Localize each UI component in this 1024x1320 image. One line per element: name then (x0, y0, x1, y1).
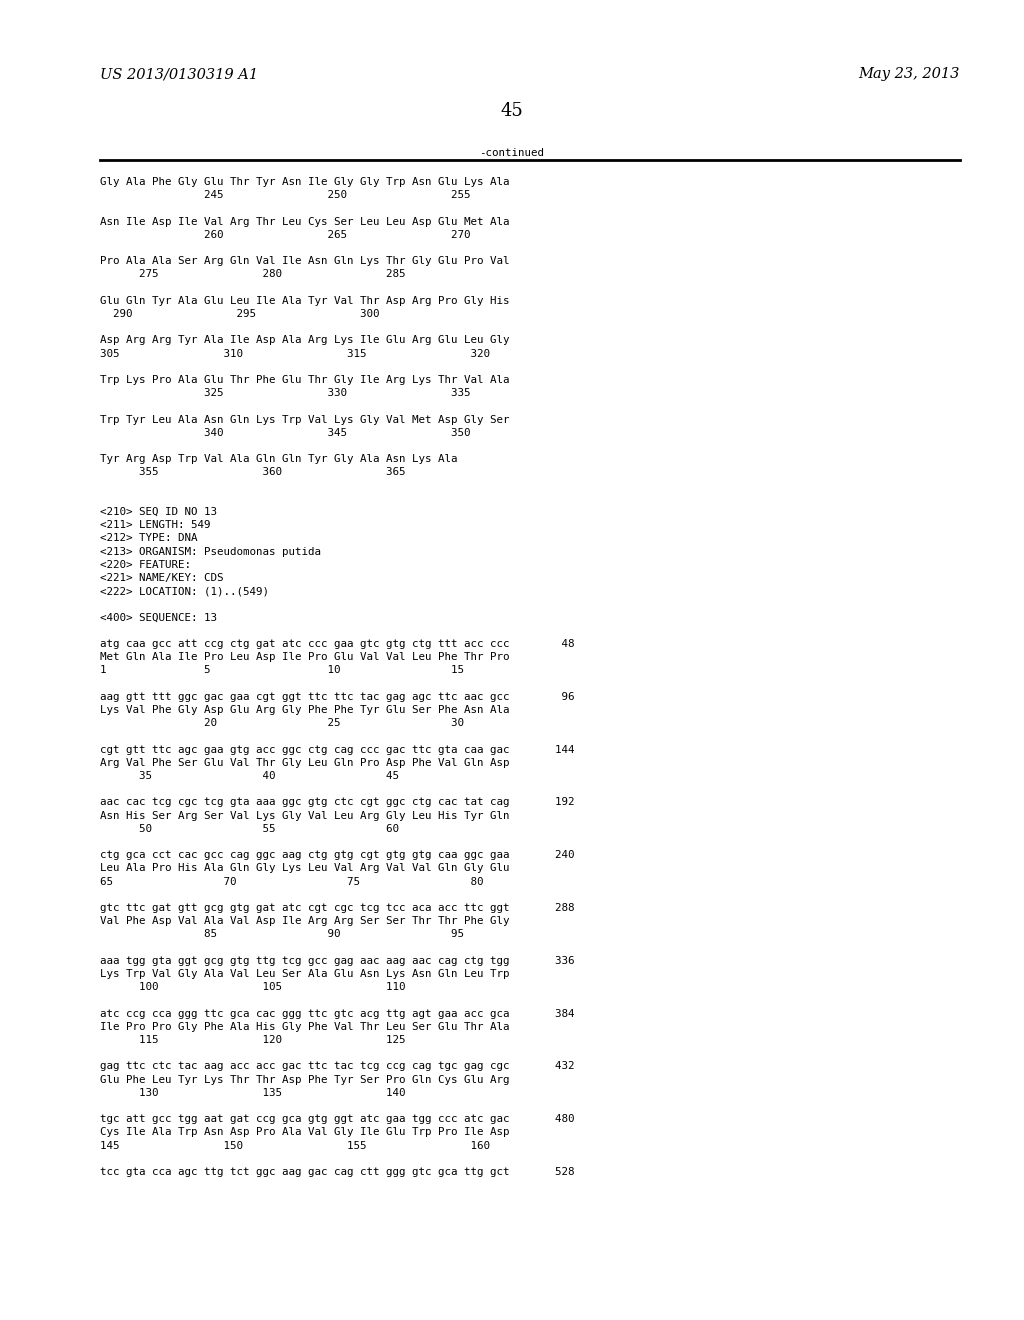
Text: US 2013/0130319 A1: US 2013/0130319 A1 (100, 67, 258, 81)
Text: aaa tgg gta ggt gcg gtg ttg tcg gcc gag aac aag aac cag ctg tgg       336: aaa tgg gta ggt gcg gtg ttg tcg gcc gag … (100, 956, 574, 966)
Text: aag gtt ttt ggc gac gaa cgt ggt ttc ttc tac gag agc ttc aac gcc        96: aag gtt ttt ggc gac gaa cgt ggt ttc ttc … (100, 692, 574, 702)
Text: Glu Gln Tyr Ala Glu Leu Ile Ala Tyr Val Thr Asp Arg Pro Gly His: Glu Gln Tyr Ala Glu Leu Ile Ala Tyr Val … (100, 296, 510, 306)
Text: <213> ORGANISM: Pseudomonas putida: <213> ORGANISM: Pseudomonas putida (100, 546, 321, 557)
Text: 45: 45 (501, 102, 523, 120)
Text: Gly Ala Phe Gly Glu Thr Tyr Asn Ile Gly Gly Trp Asn Glu Lys Ala: Gly Ala Phe Gly Glu Thr Tyr Asn Ile Gly … (100, 177, 510, 187)
Text: May 23, 2013: May 23, 2013 (859, 67, 961, 81)
Text: 325                330                335: 325 330 335 (100, 388, 470, 399)
Text: 35                 40                 45: 35 40 45 (100, 771, 399, 781)
Text: Asp Arg Arg Tyr Ala Ile Asp Ala Arg Lys Ile Glu Arg Glu Leu Gly: Asp Arg Arg Tyr Ala Ile Asp Ala Arg Lys … (100, 335, 510, 346)
Text: Tyr Arg Asp Trp Val Ala Gln Gln Tyr Gly Ala Asn Lys Ala: Tyr Arg Asp Trp Val Ala Gln Gln Tyr Gly … (100, 454, 458, 465)
Text: Pro Ala Ala Ser Arg Gln Val Ile Asn Gln Lys Thr Gly Glu Pro Val: Pro Ala Ala Ser Arg Gln Val Ile Asn Gln … (100, 256, 510, 267)
Text: gtc ttc gat gtt gcg gtg gat atc cgt cgc tcg tcc aca acc ttc ggt       288: gtc ttc gat gtt gcg gtg gat atc cgt cgc … (100, 903, 574, 913)
Text: cgt gtt ttc agc gaa gtg acc ggc ctg cag ccc gac ttc gta caa gac       144: cgt gtt ttc agc gaa gtg acc ggc ctg cag … (100, 744, 574, 755)
Text: tgc att gcc tgg aat gat ccg gca gtg ggt atc gaa tgg ccc atc gac       480: tgc att gcc tgg aat gat ccg gca gtg ggt … (100, 1114, 574, 1125)
Text: atc ccg cca ggg ttc gca cac ggg ttc gtc acg ttg agt gaa acc gca       384: atc ccg cca ggg ttc gca cac ggg ttc gtc … (100, 1008, 574, 1019)
Text: Trp Tyr Leu Ala Asn Gln Lys Trp Val Lys Gly Val Met Asp Gly Ser: Trp Tyr Leu Ala Asn Gln Lys Trp Val Lys … (100, 414, 510, 425)
Text: 145                150                155                160: 145 150 155 160 (100, 1140, 490, 1151)
Text: Ile Pro Pro Gly Phe Ala His Gly Phe Val Thr Leu Ser Glu Thr Ala: Ile Pro Pro Gly Phe Ala His Gly Phe Val … (100, 1022, 510, 1032)
Text: -continued: -continued (479, 148, 545, 158)
Text: Asn His Ser Arg Ser Val Lys Gly Val Leu Arg Gly Leu His Tyr Gln: Asn His Ser Arg Ser Val Lys Gly Val Leu … (100, 810, 510, 821)
Text: Val Phe Asp Val Ala Val Asp Ile Arg Arg Ser Ser Thr Thr Phe Gly: Val Phe Asp Val Ala Val Asp Ile Arg Arg … (100, 916, 510, 927)
Text: <221> NAME/KEY: CDS: <221> NAME/KEY: CDS (100, 573, 223, 583)
Text: 115                120                125: 115 120 125 (100, 1035, 406, 1045)
Text: 20                 25                 30: 20 25 30 (100, 718, 464, 729)
Text: 1               5                  10                 15: 1 5 10 15 (100, 665, 464, 676)
Text: Trp Lys Pro Ala Glu Thr Phe Glu Thr Gly Ile Arg Lys Thr Val Ala: Trp Lys Pro Ala Glu Thr Phe Glu Thr Gly … (100, 375, 510, 385)
Text: 85                 90                 95: 85 90 95 (100, 929, 464, 940)
Text: 245                250                255: 245 250 255 (100, 190, 470, 201)
Text: Lys Val Phe Gly Asp Glu Arg Gly Phe Phe Tyr Glu Ser Phe Asn Ala: Lys Val Phe Gly Asp Glu Arg Gly Phe Phe … (100, 705, 510, 715)
Text: Asn Ile Asp Ile Val Arg Thr Leu Cys Ser Leu Leu Asp Glu Met Ala: Asn Ile Asp Ile Val Arg Thr Leu Cys Ser … (100, 216, 510, 227)
Text: Cys Ile Ala Trp Asn Asp Pro Ala Val Gly Ile Glu Trp Pro Ile Asp: Cys Ile Ala Trp Asn Asp Pro Ala Val Gly … (100, 1127, 510, 1138)
Text: 305                310                315                320: 305 310 315 320 (100, 348, 490, 359)
Text: Glu Phe Leu Tyr Lys Thr Thr Asp Phe Tyr Ser Pro Gln Cys Glu Arg: Glu Phe Leu Tyr Lys Thr Thr Asp Phe Tyr … (100, 1074, 510, 1085)
Text: Met Gln Ala Ile Pro Leu Asp Ile Pro Glu Val Val Leu Phe Thr Pro: Met Gln Ala Ile Pro Leu Asp Ile Pro Glu … (100, 652, 510, 663)
Text: 290                295                300: 290 295 300 (100, 309, 380, 319)
Text: atg caa gcc att ccg ctg gat atc ccc gaa gtc gtg ctg ttt acc ccc        48: atg caa gcc att ccg ctg gat atc ccc gaa … (100, 639, 574, 649)
Text: tcc gta cca agc ttg tct ggc aag gac cag ctt ggg gtc gca ttg gct       528: tcc gta cca agc ttg tct ggc aag gac cag … (100, 1167, 574, 1177)
Text: <400> SEQUENCE: 13: <400> SEQUENCE: 13 (100, 612, 217, 623)
Text: 340                345                350: 340 345 350 (100, 428, 470, 438)
Text: <212> TYPE: DNA: <212> TYPE: DNA (100, 533, 198, 544)
Text: <210> SEQ ID NO 13: <210> SEQ ID NO 13 (100, 507, 217, 517)
Text: 65                 70                 75                 80: 65 70 75 80 (100, 876, 483, 887)
Text: Leu Ala Pro His Ala Gln Gly Lys Leu Val Arg Val Val Gln Gly Glu: Leu Ala Pro His Ala Gln Gly Lys Leu Val … (100, 863, 510, 874)
Text: <222> LOCATION: (1)..(549): <222> LOCATION: (1)..(549) (100, 586, 269, 597)
Text: <220> FEATURE:: <220> FEATURE: (100, 560, 191, 570)
Text: 355                360                365: 355 360 365 (100, 467, 406, 478)
Text: Lys Trp Val Gly Ala Val Leu Ser Ala Glu Asn Lys Asn Gln Leu Trp: Lys Trp Val Gly Ala Val Leu Ser Ala Glu … (100, 969, 510, 979)
Text: 275                280                285: 275 280 285 (100, 269, 406, 280)
Text: ctg gca cct cac gcc cag ggc aag ctg gtg cgt gtg gtg caa ggc gaa       240: ctg gca cct cac gcc cag ggc aag ctg gtg … (100, 850, 574, 861)
Text: 100                105                110: 100 105 110 (100, 982, 406, 993)
Text: 130                135                140: 130 135 140 (100, 1088, 406, 1098)
Text: 260                265                270: 260 265 270 (100, 230, 470, 240)
Text: Arg Val Phe Ser Glu Val Thr Gly Leu Gln Pro Asp Phe Val Gln Asp: Arg Val Phe Ser Glu Val Thr Gly Leu Gln … (100, 758, 510, 768)
Text: 50                 55                 60: 50 55 60 (100, 824, 399, 834)
Text: aac cac tcg cgc tcg gta aaa ggc gtg ctc cgt ggc ctg cac tat cag       192: aac cac tcg cgc tcg gta aaa ggc gtg ctc … (100, 797, 574, 808)
Text: <211> LENGTH: 549: <211> LENGTH: 549 (100, 520, 211, 531)
Text: gag ttc ctc tac aag acc acc gac ttc tac tcg ccg cag tgc gag cgc       432: gag ttc ctc tac aag acc acc gac ttc tac … (100, 1061, 574, 1072)
